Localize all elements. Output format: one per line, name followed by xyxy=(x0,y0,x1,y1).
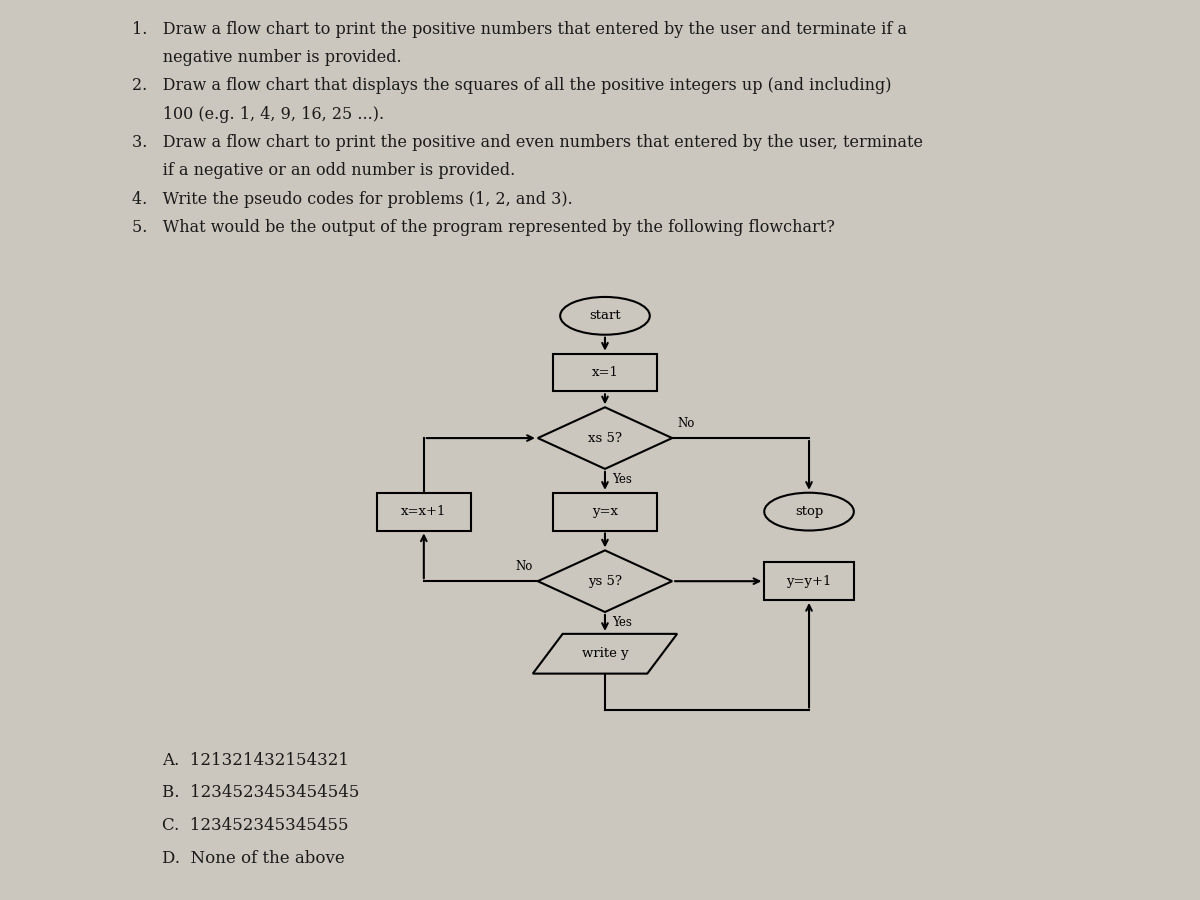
Text: x=1: x=1 xyxy=(592,366,618,379)
Text: stop: stop xyxy=(794,505,823,518)
Text: xs 5?: xs 5? xyxy=(588,432,622,445)
Text: 2.   Draw a flow chart that displays the squares of all the positive integers up: 2. Draw a flow chart that displays the s… xyxy=(132,77,892,94)
Text: No: No xyxy=(677,417,695,430)
Text: B.  1234523453454545: B. 1234523453454545 xyxy=(162,785,360,801)
Text: Yes: Yes xyxy=(612,616,632,629)
Text: y=x: y=x xyxy=(592,505,618,518)
Text: D.  None of the above: D. None of the above xyxy=(162,850,344,867)
Bar xyxy=(553,492,658,530)
Text: start: start xyxy=(589,310,620,322)
Text: No: No xyxy=(516,560,533,573)
Text: if a negative or an odd number is provided.: if a negative or an odd number is provid… xyxy=(132,162,516,179)
Text: Yes: Yes xyxy=(612,472,632,486)
Text: negative number is provided.: negative number is provided. xyxy=(132,49,402,66)
Bar xyxy=(553,354,658,392)
Text: 3.   Draw a flow chart to print the positive and even numbers that entered by th: 3. Draw a flow chart to print the positi… xyxy=(132,134,923,151)
Text: A.  121321432154321: A. 121321432154321 xyxy=(162,752,349,769)
Text: 5.   What would be the output of the program represented by the following flowch: 5. What would be the output of the progr… xyxy=(132,219,835,236)
Bar xyxy=(764,562,854,600)
Text: 1.   Draw a flow chart to print the positive numbers that entered by the user an: 1. Draw a flow chart to print the positi… xyxy=(132,21,907,38)
Bar xyxy=(377,492,472,530)
Text: 4.   Write the pseudo codes for problems (1, 2, and 3).: 4. Write the pseudo codes for problems (… xyxy=(132,191,572,208)
Text: y=y+1: y=y+1 xyxy=(786,575,832,588)
Text: ys 5?: ys 5? xyxy=(588,575,622,588)
Text: 100 (e.g. 1, 4, 9, 16, 25 ...).: 100 (e.g. 1, 4, 9, 16, 25 ...). xyxy=(132,105,384,122)
Text: C.  123452345345455: C. 123452345345455 xyxy=(162,817,348,834)
Text: x=x+1: x=x+1 xyxy=(401,505,446,518)
Text: write y: write y xyxy=(582,647,629,661)
